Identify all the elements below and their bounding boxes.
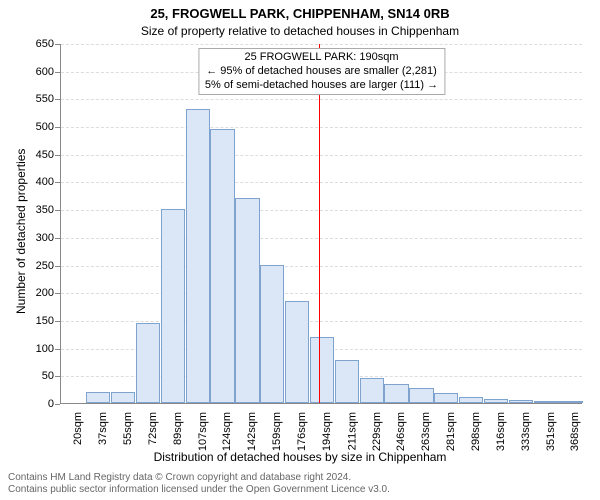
histogram-bar	[558, 401, 582, 403]
chart-container: 25, FROGWELL PARK, CHIPPENHAM, SN14 0RB …	[0, 0, 600, 500]
reference-line	[319, 44, 320, 403]
footer-line-2: Contains public sector information licen…	[8, 484, 390, 496]
histogram-bar	[136, 323, 160, 403]
histogram-bar	[509, 400, 533, 403]
histogram-bar	[111, 392, 135, 403]
annotation-box: 25 FROGWELL PARK: 190sqm← 95% of detache…	[198, 48, 445, 95]
histogram-bar	[235, 198, 259, 403]
histogram-bar	[260, 265, 284, 403]
histogram-bar	[310, 337, 334, 403]
histogram-bar	[285, 301, 309, 403]
annotation-line: 5% of semi-detached houses are larger (1…	[205, 79, 438, 93]
histogram-bar	[210, 129, 234, 403]
gridline	[61, 210, 582, 211]
chart-subtitle: Size of property relative to detached ho…	[0, 24, 600, 38]
y-axis-label: Number of detached properties	[14, 149, 28, 314]
gridline	[61, 182, 582, 183]
histogram-bar	[384, 384, 408, 403]
histogram-bar	[434, 393, 458, 403]
histogram-bar	[86, 392, 110, 403]
plot-area: 25 FROGWELL PARK: 190sqm← 95% of detache…	[60, 44, 582, 404]
histogram-bar	[534, 401, 558, 403]
footer-attribution: Contains HM Land Registry data © Crown c…	[8, 472, 390, 496]
histogram-bar	[360, 378, 384, 403]
histogram-bar	[409, 388, 433, 404]
histogram-bar	[335, 360, 359, 403]
histogram-bar	[484, 399, 508, 403]
histogram-bar	[186, 109, 210, 403]
histogram-bar	[161, 209, 185, 403]
x-axis-label: Distribution of detached houses by size …	[0, 450, 600, 464]
chart-title: 25, FROGWELL PARK, CHIPPENHAM, SN14 0RB	[0, 6, 600, 21]
gridline	[61, 293, 582, 294]
gridline	[61, 127, 582, 128]
gridline	[61, 266, 582, 267]
footer-line-1: Contains HM Land Registry data © Crown c…	[8, 472, 390, 484]
annotation-line: ← 95% of detached houses are smaller (2,…	[205, 65, 438, 79]
gridline	[61, 44, 582, 45]
annotation-line: 25 FROGWELL PARK: 190sqm	[205, 51, 438, 65]
gridline	[61, 99, 582, 100]
gridline	[61, 238, 582, 239]
histogram-bar	[459, 397, 483, 403]
gridline	[61, 155, 582, 156]
